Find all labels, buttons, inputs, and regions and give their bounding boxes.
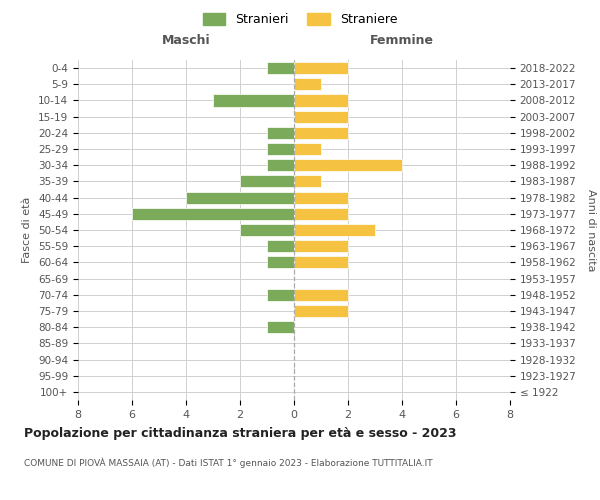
Text: Maschi: Maschi (161, 34, 211, 47)
Bar (132, 208, 294, 220)
Bar (294, 288, 348, 301)
Bar (294, 208, 348, 220)
Bar (267, 127, 294, 139)
Text: Femmine: Femmine (370, 34, 434, 47)
Bar (186, 192, 294, 203)
Legend: Stranieri, Straniere: Stranieri, Straniere (199, 8, 401, 30)
Bar (294, 256, 348, 268)
Bar (294, 127, 348, 139)
Bar (294, 159, 402, 172)
Y-axis label: Fasce di età: Fasce di età (22, 197, 32, 263)
Bar (267, 159, 294, 172)
Bar (294, 240, 348, 252)
Bar (267, 321, 294, 333)
Bar (294, 110, 348, 122)
Bar (240, 176, 294, 188)
Bar (213, 94, 294, 106)
Bar (294, 143, 321, 155)
Bar (294, 305, 348, 317)
Bar (294, 94, 348, 106)
Text: COMUNE DI PIOVÀ MASSAIA (AT) - Dati ISTAT 1° gennaio 2023 - Elaborazione TUTTITA: COMUNE DI PIOVÀ MASSAIA (AT) - Dati ISTA… (24, 458, 433, 468)
Bar (294, 78, 321, 90)
Bar (267, 288, 294, 301)
Bar (267, 256, 294, 268)
Text: Popolazione per cittadinanza straniera per età e sesso - 2023: Popolazione per cittadinanza straniera p… (24, 428, 457, 440)
Bar (267, 143, 294, 155)
Bar (267, 240, 294, 252)
Y-axis label: Anni di nascita: Anni di nascita (586, 188, 596, 271)
Bar (240, 224, 294, 236)
Bar (294, 62, 348, 74)
Bar (294, 224, 375, 236)
Bar (294, 176, 321, 188)
Bar (294, 192, 348, 203)
Bar (267, 62, 294, 74)
